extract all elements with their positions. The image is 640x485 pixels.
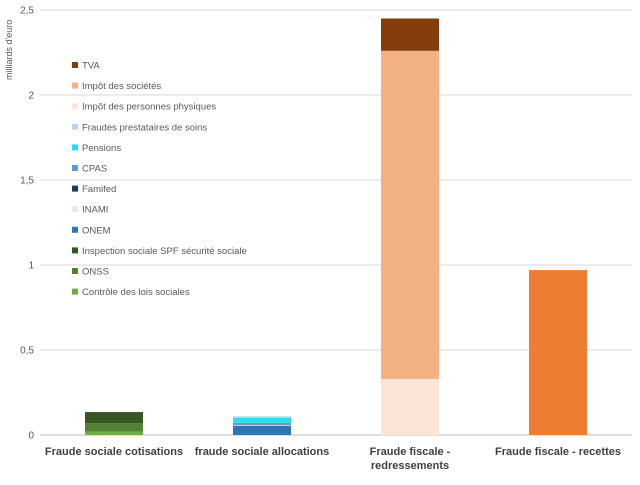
bar-segment bbox=[233, 424, 291, 426]
bar-segment bbox=[233, 417, 291, 423]
legend-swatch bbox=[72, 165, 78, 171]
legend-label: Fraudes prestataires de soins bbox=[82, 122, 207, 133]
bar-segment bbox=[233, 425, 291, 435]
y-tick-label: 0 bbox=[28, 431, 34, 442]
bar-segment bbox=[85, 412, 143, 424]
legend-label: ONEM bbox=[82, 225, 111, 236]
bar-segment bbox=[233, 424, 291, 425]
legend-label: Impôt des sociétés bbox=[82, 81, 161, 92]
legend-swatch bbox=[72, 82, 78, 89]
y-tick-label: 1,5 bbox=[20, 176, 34, 187]
y-axis-label: milliards d'euro bbox=[4, 20, 14, 80]
legend-label: INAMI bbox=[82, 205, 108, 216]
legend-swatch bbox=[72, 123, 78, 130]
bar-segment bbox=[233, 416, 291, 418]
bar-segment bbox=[233, 422, 291, 425]
legend-label: ONSS bbox=[82, 267, 109, 278]
bar-segment bbox=[85, 431, 143, 435]
y-tick-label: 1 bbox=[28, 261, 34, 272]
legend-label: Contrôle des lois sociales bbox=[82, 287, 190, 298]
x-category-label: Fraude fiscale - recettes bbox=[495, 446, 621, 458]
x-category-label: Fraude fiscale - bbox=[370, 446, 451, 458]
legend-swatch bbox=[72, 288, 78, 295]
legend-label: Impôt des personnes physiques bbox=[82, 102, 216, 113]
legend-swatch bbox=[72, 103, 78, 110]
legend-label: CPAS bbox=[82, 164, 107, 175]
legend-swatch bbox=[72, 268, 78, 274]
legend-swatch bbox=[72, 144, 78, 151]
y-tick-label: 0,5 bbox=[20, 346, 34, 357]
x-category-label: fraude sociale allocations bbox=[195, 446, 330, 458]
legend-label: Pensions bbox=[82, 143, 121, 154]
legend-swatch bbox=[72, 206, 78, 213]
legend-swatch bbox=[72, 247, 78, 254]
y-tick-label: 2 bbox=[28, 91, 34, 102]
legend-label: Famifed bbox=[82, 184, 116, 195]
y-tick-label: 2,5 bbox=[20, 6, 34, 17]
bar-segment bbox=[85, 423, 143, 432]
legend-label: TVA bbox=[82, 61, 100, 72]
bar-segment bbox=[529, 270, 587, 435]
bar-segment bbox=[381, 18, 439, 51]
bar-segment bbox=[381, 50, 439, 379]
legend-swatch bbox=[72, 226, 78, 233]
legend-swatch bbox=[72, 185, 78, 192]
legend-label: Inspection sociale SPF sécurité sociale bbox=[82, 246, 247, 257]
x-category-label: redressements bbox=[371, 460, 449, 472]
bar-segment bbox=[381, 378, 439, 435]
x-category-label: Fraude sociale cotisations bbox=[45, 446, 183, 458]
legend-swatch bbox=[72, 62, 78, 68]
